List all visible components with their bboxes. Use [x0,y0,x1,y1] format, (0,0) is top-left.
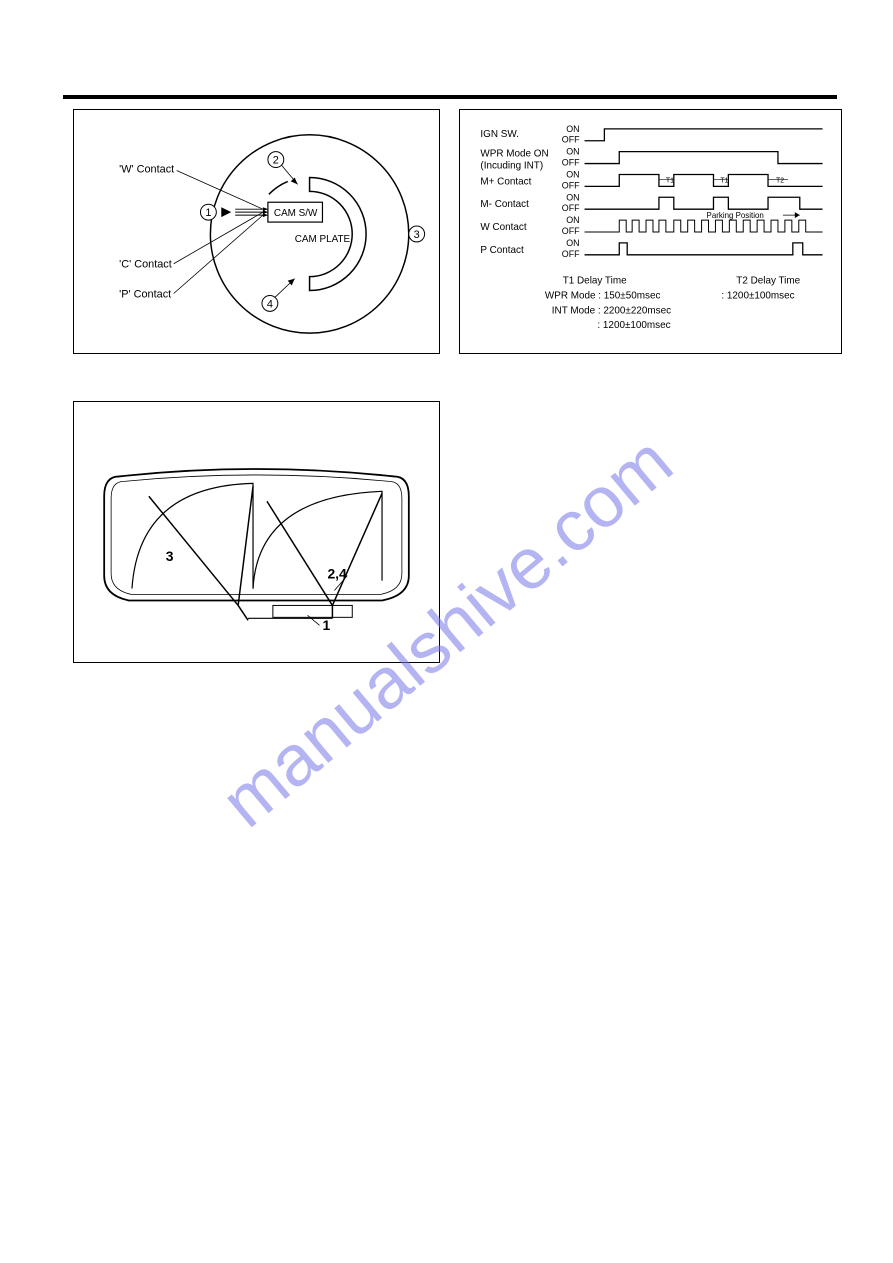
parking-arrow-tip [795,212,800,218]
wiper-sweep-right [253,491,382,588]
int-mode-value2: : 1200±100msec [597,320,670,331]
wpr-label-1: WPR Mode ON [480,149,548,160]
mminus-off: OFF [562,203,580,213]
wpr-off: OFF [562,158,580,168]
w-contact-leader [177,171,263,210]
p-contact-text: 'P' Contact [119,288,171,300]
parking-label: Parking Position [707,211,764,220]
t1-label-1: T1 [666,177,674,184]
c-contact-text: 'C' Contact [119,259,172,271]
w-off: OFF [562,226,580,236]
figures-row: CAM S/W CAM PLATE 'W' Contact 'C' Contac… [73,109,842,354]
t2-ann: T2 [776,177,784,184]
t1-delay-title: T1 Delay Time [563,276,627,287]
wiper-sweep-left [132,483,253,588]
int-mode-value: INT Mode : 2200±220msec [552,305,671,316]
ign-signal [585,129,823,141]
num-1: 1 [205,207,211,219]
cam-plate-label: CAM PLATE [295,234,351,245]
ign-sw-label: IGN SW. [480,129,519,140]
num-3: 3 [414,229,420,241]
wiper-blade-right [267,501,332,605]
c-contact-leader [174,212,263,264]
p-on: ON [566,238,579,248]
wpr-label-2: (Incuding INT) [480,161,543,172]
pcontact-label: P Contact [480,245,524,256]
ign-on: ON [566,124,579,134]
motor-body [273,605,352,617]
ign-off: OFF [562,135,580,145]
cam-switch-svg: CAM S/W CAM PLATE 'W' Contact 'C' Contac… [74,110,439,353]
cam-switch-diagram: CAM S/W CAM PLATE 'W' Contact 'C' Contac… [73,109,440,354]
p-off: OFF [562,249,580,259]
arrow-tip-3 [263,213,268,217]
wpr-on: ON [566,147,579,157]
t1-label-2: T1 [720,177,728,184]
wcontact-label: W Contact [480,222,526,233]
arrow-2 [291,177,298,184]
mplus-on: ON [566,169,579,179]
windshield-svg: 3 2,4 1 [74,402,439,662]
w-on: ON [566,215,579,225]
w-signal [585,220,823,232]
timing-svg: IGN SW. ON OFF WPR Mode ON (Incuding INT… [460,110,841,353]
windshield-diagram: 3 2,4 1 [73,401,440,663]
page-divider [63,95,837,99]
wiper-blade-left-edge [238,486,253,605]
wiper-arm-left [238,605,248,620]
t2-value: : 1200±100msec [721,290,794,301]
arrow-1 [221,207,231,217]
mplus-label: M+ Contact [480,176,531,187]
mplus-off: OFF [562,180,580,190]
num-2: 2 [273,155,279,167]
wpr-signal [585,152,823,164]
t2-delay-title: T2 Delay Time [736,276,800,287]
wiper-blade-left [149,496,238,605]
mminus-signal [585,197,823,209]
wiper-blade-right-edge [332,493,382,605]
p-signal [585,243,823,255]
num-1-label: 1 [322,617,330,633]
mminus-label: M- Contact [480,199,529,210]
mplus-signal [585,174,823,186]
w-contact-text: 'W' Contact [119,163,174,175]
num-3-label: 3 [166,548,174,564]
p-contact-leader [174,215,263,293]
wpr-mode-value: WPR Mode : 150±50msec [545,290,661,301]
mminus-on: ON [566,192,579,202]
cam-sw-label: CAM S/W [274,208,318,219]
cam-slot-left-top [269,181,288,194]
timing-diagram: IGN SW. ON OFF WPR Mode ON (Incuding INT… [459,109,842,354]
leader-1-bottom [308,615,320,625]
num-4: 4 [267,298,273,310]
